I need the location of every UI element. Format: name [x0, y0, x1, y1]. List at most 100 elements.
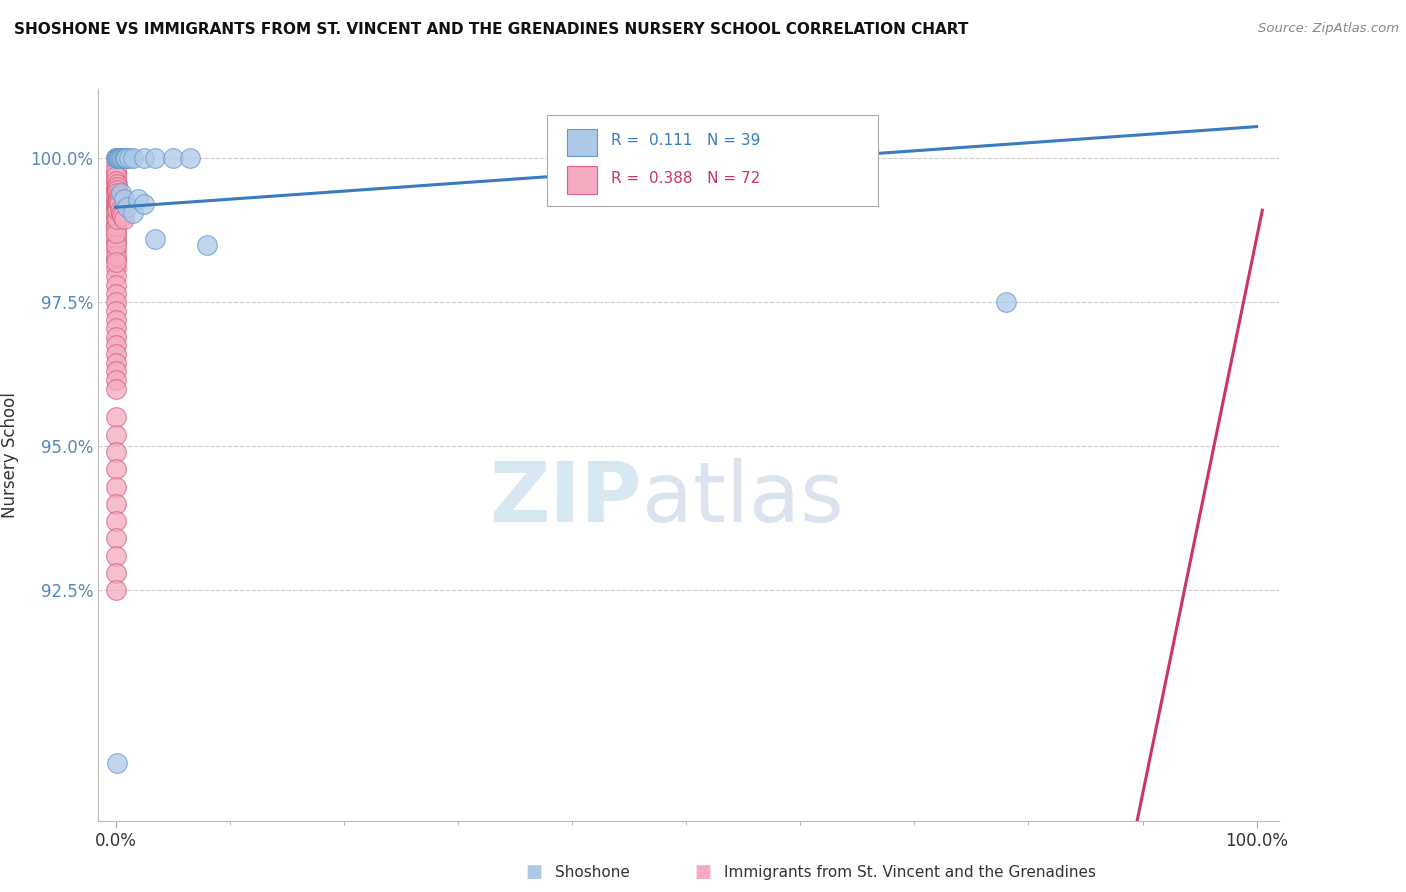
- Point: [104, 244, 127, 258]
- Point: [107, 151, 129, 165]
- Point: [104, 338, 127, 352]
- Point: [104, 347, 127, 361]
- Point: [127, 192, 149, 206]
- Point: [104, 445, 127, 459]
- Point: [104, 192, 127, 206]
- Point: [104, 232, 127, 246]
- Point: [108, 203, 131, 218]
- Point: [105, 183, 128, 197]
- Point: [111, 209, 134, 223]
- Text: SHOSHONE VS IMMIGRANTS FROM ST. VINCENT AND THE GRENADINES NURSERY SCHOOL CORREL: SHOSHONE VS IMMIGRANTS FROM ST. VINCENT …: [14, 22, 969, 37]
- Point: [104, 566, 127, 580]
- Point: [108, 151, 131, 165]
- Point: [110, 151, 132, 165]
- Point: [104, 162, 127, 177]
- Point: [105, 151, 128, 165]
- Point: [105, 151, 128, 165]
- Point: [107, 151, 129, 165]
- Point: [104, 174, 127, 188]
- Text: ■: ■: [695, 863, 711, 881]
- Point: [112, 151, 135, 165]
- Point: [104, 218, 127, 232]
- Point: [107, 192, 129, 206]
- Y-axis label: Nursery School: Nursery School: [1, 392, 20, 518]
- Point: [104, 330, 127, 344]
- FancyBboxPatch shape: [567, 128, 596, 156]
- Point: [105, 192, 128, 206]
- Point: [105, 194, 128, 209]
- Point: [104, 235, 127, 249]
- Point: [105, 178, 128, 192]
- Text: Source: ZipAtlas.com: Source: ZipAtlas.com: [1258, 22, 1399, 36]
- Point: [104, 269, 127, 284]
- Point: [104, 312, 127, 326]
- Point: [104, 462, 127, 476]
- Text: R =  0.111   N = 39: R = 0.111 N = 39: [612, 133, 761, 148]
- Point: [104, 295, 127, 310]
- Point: [112, 211, 135, 226]
- Text: Shoshone: Shoshone: [555, 865, 630, 880]
- Point: [104, 252, 127, 266]
- Point: [111, 151, 134, 165]
- Point: [107, 188, 129, 202]
- Text: ■: ■: [526, 863, 543, 881]
- Point: [105, 209, 128, 223]
- Text: ZIP: ZIP: [489, 458, 641, 540]
- Point: [145, 151, 167, 165]
- Point: [105, 180, 128, 194]
- Point: [104, 226, 127, 240]
- Point: [105, 211, 128, 226]
- Point: [104, 157, 127, 171]
- Point: [115, 200, 138, 214]
- Point: [104, 249, 127, 263]
- Point: [105, 203, 128, 218]
- Point: [105, 200, 128, 214]
- Point: [104, 304, 127, 318]
- Point: [121, 151, 143, 165]
- Point: [107, 194, 129, 209]
- Point: [104, 209, 127, 223]
- Point: [145, 232, 167, 246]
- Point: [110, 206, 132, 220]
- Point: [104, 364, 127, 378]
- Point: [104, 200, 127, 214]
- Point: [121, 206, 143, 220]
- Point: [104, 480, 127, 494]
- Point: [114, 151, 136, 165]
- Point: [105, 255, 128, 269]
- Point: [104, 321, 127, 335]
- Point: [104, 260, 127, 275]
- Point: [104, 427, 127, 442]
- Point: [132, 197, 155, 211]
- Text: R =  0.388   N = 72: R = 0.388 N = 72: [612, 170, 761, 186]
- Point: [108, 151, 131, 165]
- Point: [105, 756, 128, 770]
- Point: [104, 356, 127, 370]
- Point: [105, 186, 128, 200]
- Point: [195, 237, 218, 252]
- Point: [112, 192, 135, 206]
- Point: [104, 278, 127, 293]
- Point: [105, 197, 128, 211]
- Text: atlas: atlas: [641, 458, 844, 540]
- Point: [105, 169, 128, 183]
- Point: [105, 220, 128, 235]
- Point: [105, 174, 128, 188]
- Point: [104, 197, 127, 211]
- Point: [179, 151, 201, 165]
- Point: [108, 197, 131, 211]
- Point: [105, 226, 128, 240]
- Point: [994, 295, 1017, 310]
- Point: [104, 180, 127, 194]
- Point: [104, 583, 127, 598]
- Point: [105, 237, 128, 252]
- FancyBboxPatch shape: [567, 167, 596, 194]
- Point: [105, 203, 128, 218]
- Point: [118, 151, 141, 165]
- Point: [110, 186, 132, 200]
- Point: [104, 497, 127, 511]
- Point: [104, 286, 127, 301]
- FancyBboxPatch shape: [547, 115, 877, 206]
- Point: [104, 373, 127, 387]
- Point: [104, 410, 127, 425]
